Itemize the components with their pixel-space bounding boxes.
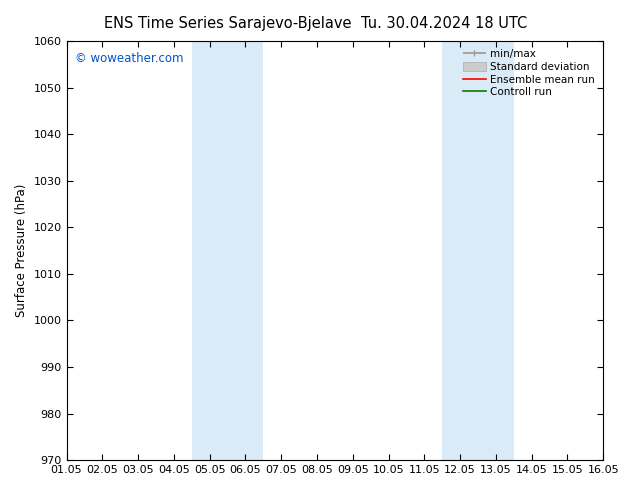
- Bar: [191, 41, 263, 460]
- Legend: min/max, Standard deviation, Ensemble mean run, Controll run: min/max, Standard deviation, Ensemble me…: [460, 46, 598, 100]
- Bar: [442, 41, 514, 460]
- Text: ENS Time Series Sarajevo-Bjelave: ENS Time Series Sarajevo-Bjelave: [105, 16, 352, 31]
- Text: © woweather.com: © woweather.com: [75, 51, 183, 65]
- Y-axis label: Surface Pressure (hPa): Surface Pressure (hPa): [15, 184, 28, 318]
- Text: Tu. 30.04.2024 18 UTC: Tu. 30.04.2024 18 UTC: [361, 16, 527, 31]
